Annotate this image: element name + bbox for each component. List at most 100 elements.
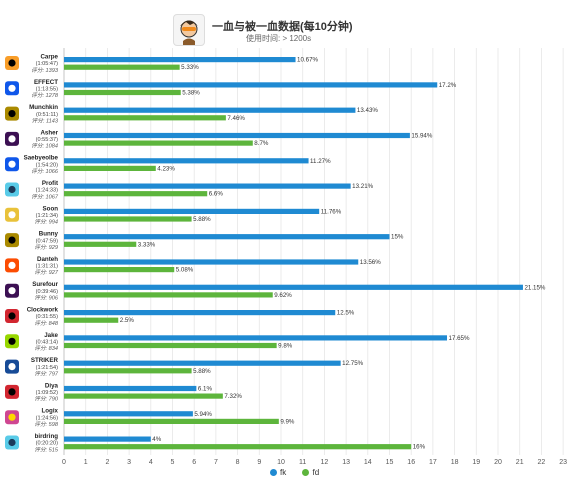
- legend-item-fk[interactable]: fk: [270, 468, 288, 477]
- player-score: 评分: 834: [34, 345, 58, 352]
- bar-fk: [64, 411, 193, 417]
- london-spitfire-icon-mark: [8, 438, 16, 447]
- data-label-fd: 16%: [413, 444, 426, 451]
- bar-fd: [64, 191, 208, 197]
- data-label-fk: 12.75%: [342, 360, 363, 367]
- data-label-fk: 13.43%: [357, 107, 378, 114]
- bar-fd: [64, 241, 137, 247]
- bar-fd: [64, 165, 156, 171]
- player-score: 评分: 927: [34, 269, 59, 276]
- data-label-fk: 21.15%: [524, 284, 545, 291]
- player-score: 评分: 1143: [32, 117, 59, 124]
- data-label-fd: 5.88%: [193, 368, 211, 375]
- x-tick-label: 18: [451, 459, 459, 465]
- bar-fd: [64, 444, 412, 450]
- player-score: 评分: 929: [34, 244, 58, 251]
- x-tick-label: 21: [516, 459, 524, 465]
- player-time: (0:51:11): [36, 112, 58, 118]
- player-time: (1:54:20): [36, 162, 59, 168]
- data-label-fk: 13.56%: [360, 259, 381, 266]
- data-label-fd: 3.33%: [138, 241, 156, 248]
- boston-uprising-icon-mark: [8, 363, 16, 371]
- data-label-fk: 17.65%: [449, 335, 470, 342]
- data-label-fk: 15.94%: [411, 133, 432, 140]
- x-tick-label: 4: [149, 459, 153, 465]
- x-tick-label: 11: [299, 459, 306, 465]
- player-name: Diya: [45, 382, 59, 389]
- data-label-fk: 4%: [152, 436, 161, 443]
- bar-fk: [64, 310, 336, 316]
- la-gladiators-icon-mark: [8, 287, 16, 295]
- data-label-fk: 15%: [391, 234, 404, 241]
- data-label-fd: 9.8%: [278, 343, 293, 350]
- bar-fd: [64, 342, 277, 349]
- data-label-fd: 6.6%: [209, 191, 224, 198]
- player-score: 评分: 1066: [31, 168, 59, 175]
- player-name: Carpe: [40, 54, 58, 61]
- x-tick-label: 15: [386, 459, 394, 465]
- player-time: (0:31:55): [36, 314, 59, 320]
- chart-subtitle: 使用时间: > 1200s: [246, 34, 312, 43]
- bar-fk: [64, 158, 309, 164]
- x-tick-label: 19: [472, 459, 480, 465]
- data-label-fk: 5.94%: [194, 411, 212, 418]
- data-label-fd: 2.5%: [120, 317, 135, 324]
- bar-fk: [64, 208, 320, 214]
- data-label-fd: 7.32%: [224, 393, 242, 400]
- player-score: 评分: 1278: [31, 92, 59, 99]
- x-tick-label: 23: [559, 459, 567, 465]
- legend-dot-fd: [302, 469, 310, 477]
- bar-fd: [64, 292, 273, 298]
- x-tick-label: 2: [105, 459, 109, 465]
- player-time: (1:21:34): [36, 213, 59, 219]
- player-time: (1:24:33): [36, 188, 59, 194]
- new-york-excelsior-icon-mark: [8, 160, 16, 168]
- chart-title: 一血与被一血数据(每10分钟): [212, 21, 353, 33]
- bar-fk: [64, 436, 151, 442]
- x-tick-label: 6: [192, 459, 196, 465]
- data-label-fk: 6.1%: [198, 386, 213, 393]
- x-tick-label: 9: [257, 459, 261, 465]
- data-label-fk: 17.2%: [439, 82, 457, 89]
- bar-fk: [64, 132, 410, 139]
- data-label-fd: 7.46%: [227, 115, 245, 122]
- player-name: Bunny: [39, 231, 59, 238]
- player-time: (0:55:37): [36, 137, 59, 143]
- legend-item-fd[interactable]: fd: [302, 468, 319, 477]
- bar-fd: [64, 267, 175, 273]
- seoul-dynasty-icon-mark: [8, 236, 16, 244]
- london-spitfire-icon-mark: [8, 185, 16, 194]
- player-score: 评分: 598: [34, 421, 59, 428]
- player-time: (1:05:47): [36, 61, 59, 67]
- la-valiant-icon-mark: [8, 211, 16, 219]
- bar-fk: [64, 82, 438, 88]
- bar-fd: [64, 140, 253, 146]
- player-name: EFFECT: [34, 79, 58, 86]
- la-gladiators-icon-mark: [8, 135, 16, 143]
- bar-fd: [64, 418, 279, 424]
- legend-label-fd: fd: [312, 468, 320, 477]
- player-score: 评分: 790: [34, 396, 59, 403]
- player-name: Munchkin: [29, 104, 58, 111]
- player-score: 评分: 797: [34, 370, 59, 377]
- legend[interactable]: fk fd: [270, 468, 333, 477]
- player-score: 评分: 1084: [31, 143, 58, 150]
- bar-fk: [64, 107, 356, 113]
- bar-fd: [64, 115, 226, 121]
- data-label-fk: 13.21%: [352, 183, 373, 190]
- player-name: Surefour: [32, 281, 58, 288]
- x-tick-label: 1: [84, 459, 88, 465]
- player-score: 评分: 848: [34, 320, 59, 327]
- legend-label-fk: fk: [280, 468, 287, 477]
- legend-dot-fk: [270, 469, 277, 477]
- data-label-fd: 5.38%: [182, 90, 200, 97]
- bar-fk: [64, 57, 296, 63]
- x-tick-label: 16: [407, 459, 415, 465]
- player-time: (0:20:20): [36, 441, 59, 447]
- x-tick-label: 20: [494, 459, 502, 465]
- player-time: (0:43:14): [36, 340, 59, 346]
- player-name: STRIKER: [31, 357, 59, 364]
- bar-fd: [64, 317, 119, 323]
- dallas-fuel-icon-mark: [8, 84, 16, 92]
- data-label-fk: 10.67%: [297, 57, 318, 64]
